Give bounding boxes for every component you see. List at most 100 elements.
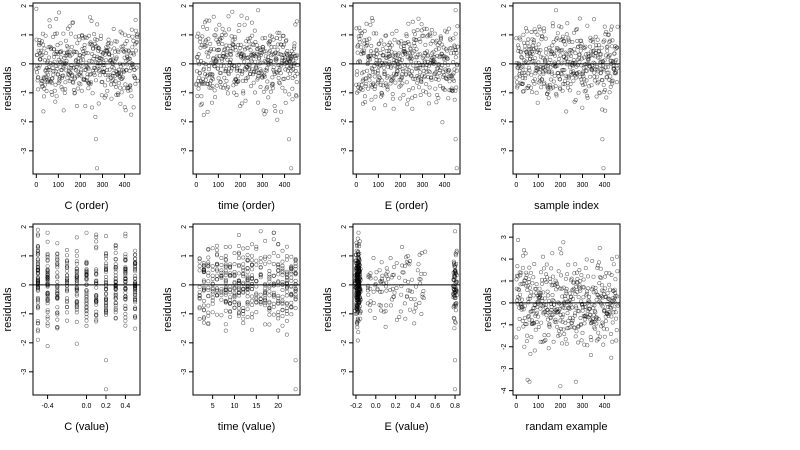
data-point bbox=[206, 67, 211, 72]
data-point bbox=[133, 290, 138, 295]
data-point bbox=[439, 51, 444, 56]
data-point bbox=[280, 270, 285, 275]
data-point bbox=[572, 271, 577, 276]
data-point bbox=[223, 322, 228, 327]
data-point bbox=[258, 50, 263, 55]
data-point bbox=[285, 48, 290, 53]
data-point bbox=[614, 64, 619, 69]
data-point bbox=[565, 311, 570, 316]
data-point bbox=[121, 62, 126, 67]
data-point bbox=[206, 303, 211, 308]
data-point bbox=[408, 51, 413, 56]
data-point bbox=[219, 297, 224, 302]
data-point bbox=[516, 326, 521, 331]
data-point bbox=[45, 344, 50, 349]
data-point bbox=[583, 304, 588, 309]
data-point bbox=[540, 254, 545, 259]
data-point bbox=[438, 34, 443, 39]
data-point bbox=[236, 311, 241, 316]
data-point bbox=[559, 273, 564, 278]
y-tick-label: -3 bbox=[21, 148, 28, 154]
data-point bbox=[88, 15, 93, 20]
data-point bbox=[550, 298, 555, 303]
data-point bbox=[74, 293, 79, 298]
data-point bbox=[223, 300, 228, 305]
data-point bbox=[210, 273, 215, 278]
data-point bbox=[381, 53, 386, 58]
data-point bbox=[547, 324, 552, 329]
data-point bbox=[276, 279, 281, 284]
data-point bbox=[45, 298, 50, 303]
data-point bbox=[267, 306, 272, 311]
data-point bbox=[201, 267, 206, 272]
data-point bbox=[361, 69, 366, 74]
data-point bbox=[535, 66, 540, 71]
data-point bbox=[566, 74, 571, 79]
data-point bbox=[598, 70, 603, 75]
data-point bbox=[404, 294, 409, 299]
data-point bbox=[47, 18, 52, 23]
data-point bbox=[446, 96, 451, 101]
data-point bbox=[83, 104, 88, 109]
data-point bbox=[514, 335, 519, 340]
data-point bbox=[516, 274, 521, 279]
data-point bbox=[355, 50, 360, 55]
data-point bbox=[542, 333, 547, 338]
data-point bbox=[223, 277, 228, 282]
data-point bbox=[214, 54, 219, 59]
data-point bbox=[55, 325, 60, 330]
plot-frame bbox=[352, 2, 461, 175]
data-point bbox=[55, 274, 60, 279]
data-point bbox=[597, 246, 602, 251]
data-point bbox=[241, 246, 246, 251]
data-point bbox=[562, 38, 567, 43]
data-point bbox=[549, 266, 554, 271]
x-tick-label: 0 bbox=[354, 182, 358, 189]
data-point bbox=[113, 307, 118, 312]
data-point bbox=[132, 75, 137, 80]
data-point bbox=[592, 78, 597, 83]
data-point bbox=[568, 53, 573, 58]
data-point bbox=[410, 19, 415, 24]
data-point bbox=[224, 51, 229, 56]
data-point bbox=[550, 251, 555, 256]
data-point bbox=[245, 314, 250, 319]
data-point bbox=[433, 86, 438, 91]
data-point bbox=[276, 51, 281, 56]
y-tick-label: 2 bbox=[501, 4, 508, 8]
data-point bbox=[551, 312, 556, 317]
data-point bbox=[217, 22, 222, 27]
data-point bbox=[34, 37, 39, 42]
data-point bbox=[573, 51, 578, 56]
data-point bbox=[133, 300, 138, 305]
data-point bbox=[289, 304, 294, 309]
data-point bbox=[404, 255, 409, 260]
data-point bbox=[573, 262, 578, 267]
data-point bbox=[276, 298, 281, 303]
data-point bbox=[210, 287, 215, 292]
data-point bbox=[271, 312, 276, 317]
data-point bbox=[593, 289, 598, 294]
data-point bbox=[197, 256, 202, 261]
data-point bbox=[74, 249, 79, 254]
data-point bbox=[449, 74, 454, 79]
data-point bbox=[554, 91, 559, 96]
data-point bbox=[361, 48, 366, 53]
data-point bbox=[365, 285, 370, 290]
data-point bbox=[114, 55, 119, 60]
data-point bbox=[530, 51, 535, 56]
data-point bbox=[54, 16, 59, 21]
data-point bbox=[563, 78, 568, 83]
data-point bbox=[250, 286, 255, 291]
data-point bbox=[425, 49, 430, 54]
data-point bbox=[514, 36, 519, 41]
data-point bbox=[245, 283, 250, 288]
data-point bbox=[543, 68, 548, 73]
data-point bbox=[276, 242, 281, 247]
data-point bbox=[254, 279, 259, 284]
x-tick-label: 0 bbox=[194, 182, 198, 189]
data-point bbox=[87, 72, 92, 77]
data-point bbox=[290, 76, 295, 81]
data-point bbox=[276, 80, 281, 85]
data-point bbox=[538, 339, 543, 344]
